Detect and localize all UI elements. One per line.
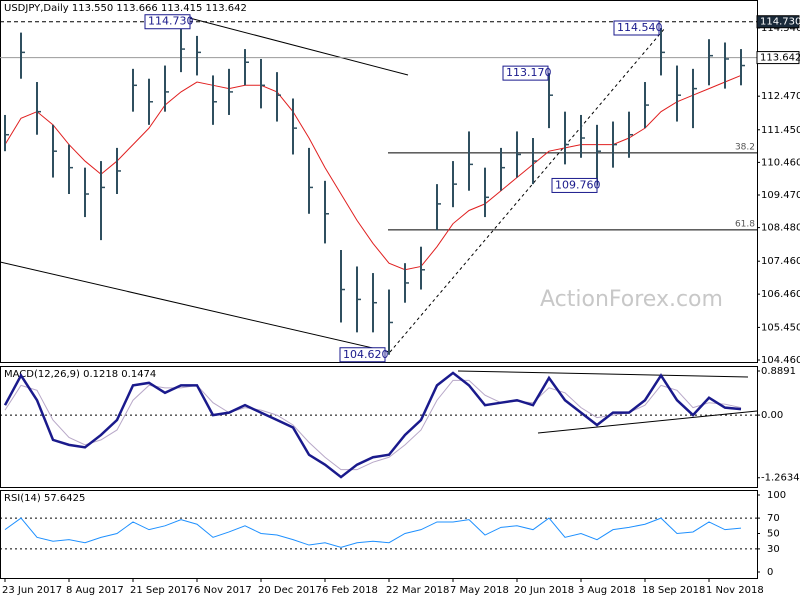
x-tick-label: 8 Aug 2017 (66, 585, 124, 596)
annotation-label: 114.540 (617, 21, 663, 34)
annotation-box (502, 65, 549, 81)
macd-title: MACD(12,26,9) 0.1218 0.1474 (4, 369, 156, 380)
price-pane (0, 0, 758, 363)
rsi-line (4, 517, 742, 548)
y-tick-label: 110.460 (761, 157, 800, 168)
y-tick-label: 109.470 (761, 190, 800, 201)
annotation-label: 114.730 (148, 15, 194, 28)
chart-title: USDJPY,Daily 113.550 113.666 113.415 113… (4, 3, 247, 14)
annotation-label: 113.170 (506, 66, 552, 79)
trend-line (0, 261, 391, 353)
y-tick-label: 0.00 (761, 410, 783, 421)
annotation-box (613, 20, 660, 36)
y-tick-label: 0 (767, 567, 773, 578)
x-tick-label: 3 Aug 2018 (578, 585, 636, 596)
y-tick-label: 106.460 (761, 289, 800, 300)
y-tick-label: 112.470 (761, 91, 800, 102)
y-tick-label: 30 (767, 544, 780, 555)
rsi-pane (0, 490, 758, 579)
rsi-title: RSI(14) 57.6425 (4, 493, 85, 504)
annotation-label: 104.620 (343, 348, 389, 361)
x-tick-label: 18 Sep 2018 (642, 585, 705, 596)
y-tick-label: 105.450 (761, 322, 800, 333)
annotation-label: 109.760 (555, 178, 601, 191)
trend-line (177, 14, 409, 76)
y-tick-label: 108.480 (761, 223, 800, 234)
x-tick-label: 22 Mar 2018 (386, 585, 449, 596)
macd-signal (4, 379, 742, 471)
x-tick-label: 6 Nov 2017 (194, 585, 252, 596)
x-tick-label: 21 Sep 2017 (130, 585, 193, 596)
annotation-box (551, 177, 598, 193)
y-tick-label: -1.2634 (761, 473, 800, 484)
x-tick-label: 20 Jun 2018 (514, 585, 574, 596)
watermark: ActionForex.com (540, 287, 723, 312)
price-marker-box (756, 15, 800, 29)
x-tick-label: 20 Dec 2017 (258, 585, 322, 596)
x-tick-label: 7 May 2018 (450, 585, 509, 596)
macd-line (3, 371, 742, 479)
moving-average (4, 74, 742, 271)
fib-label: 61.8 (735, 219, 755, 229)
annotation-box (339, 347, 386, 363)
x-tick-label: 23 Jun 2017 (2, 585, 62, 596)
x-tick-label: 6 Feb 2018 (322, 585, 378, 596)
price-marker-label: 113.642 (760, 53, 800, 64)
y-tick-label: 50 (767, 528, 780, 539)
trend-line (389, 27, 666, 353)
y-tick-label: 107.460 (761, 256, 800, 267)
macd-trend-line (457, 370, 749, 378)
y-tick-label: 70 (767, 513, 780, 524)
y-tick-label: 0.8891 (761, 366, 796, 377)
price-marker-label: 114.730 (760, 17, 800, 28)
y-tick-label: 100 (767, 490, 786, 501)
y-tick-label: 114.540 (761, 23, 800, 34)
macd-pane (0, 366, 758, 488)
y-tick-label: 111.450 (761, 125, 800, 136)
y-tick-label: 104.460 (761, 355, 800, 366)
fib-label: 38.2 (735, 142, 755, 152)
annotation-box (144, 14, 191, 30)
price-marker-box (756, 51, 800, 65)
x-tick-label: 1 Nov 2018 (706, 585, 764, 596)
